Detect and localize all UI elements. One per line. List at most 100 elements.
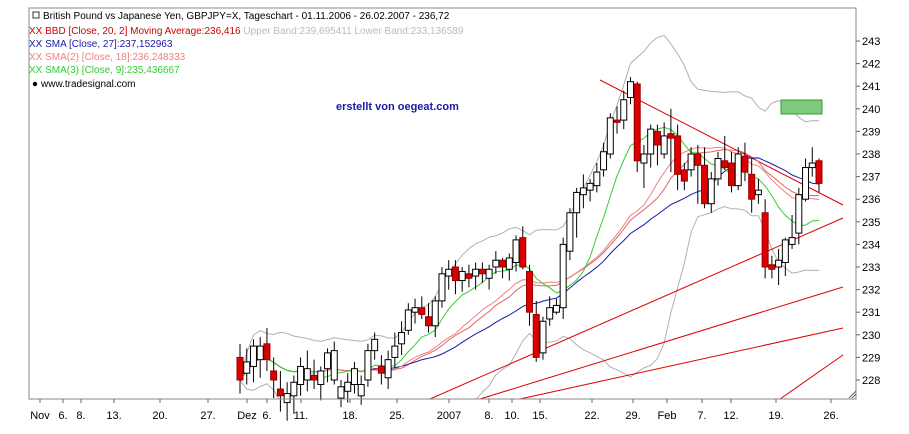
candle-down [674, 135, 682, 175]
candle-up [505, 257, 513, 270]
plot-frame [28, 7, 857, 400]
x-tick-label: Nov [30, 410, 50, 422]
x-tick-label: 12. [723, 410, 738, 422]
candle-up [566, 212, 574, 252]
resize-grip-icon[interactable] [848, 390, 857, 399]
y-tick-label: 239 [862, 126, 880, 138]
bullet-icon [32, 81, 38, 87]
y-tick-label: 231 [862, 307, 880, 319]
candle-up [411, 307, 419, 313]
candle-up [290, 381, 298, 397]
candle-down [526, 271, 533, 313]
x-tick-label: 10. [504, 410, 519, 422]
candle-up [364, 350, 372, 381]
x-tick-label: 18. [342, 410, 357, 422]
legend-sma18: XX SMA(2) [Close, 18]:236,248333 [29, 52, 186, 63]
candle-down [761, 212, 769, 268]
candle-up [660, 135, 668, 155]
trendline [479, 286, 844, 399]
candle-down [270, 370, 278, 381]
y-tick-label: 240 [862, 104, 880, 116]
candle-up [573, 191, 581, 214]
candle-up [788, 237, 796, 245]
candle-up [781, 239, 789, 263]
candle-down [418, 307, 426, 315]
candle-up [384, 359, 392, 379]
candle-up [317, 370, 325, 386]
candle-down [236, 356, 244, 381]
candle-up [606, 117, 614, 155]
candle-down [499, 259, 507, 268]
candle-down [425, 316, 433, 327]
candle-up [492, 259, 500, 268]
x-tick-label: 11. [294, 410, 308, 422]
x-axis: Nov 6. 8. 13. 20. 27. Dez 6. 11. 18. 25. 2007 8. 10. 1… [30, 399, 839, 422]
y-tick-label: 228 [862, 375, 880, 387]
x-tick-label: Dez [237, 410, 257, 422]
y-tick-label: 238 [862, 149, 880, 161]
candle-up [593, 171, 601, 187]
candle-up [283, 393, 291, 404]
candle-up [472, 268, 480, 277]
trendline [519, 327, 844, 399]
candle-up [458, 271, 466, 282]
candle-down [694, 153, 702, 166]
candle-up [707, 178, 715, 205]
candle-up [546, 307, 554, 320]
x-tick-label: 22. [584, 410, 599, 422]
candle-up [620, 99, 628, 121]
legend-checkbox-icon[interactable] [32, 11, 40, 19]
y-tick-label: 233 [862, 262, 880, 274]
x-tick-label: 27. [200, 410, 215, 422]
candle-down [310, 374, 318, 381]
candle-up [445, 268, 453, 277]
x-tick-label: 20. [152, 410, 167, 422]
legend-sma27: XX SMA [Close, 27]:237,152963 [29, 39, 173, 50]
lower-band-line [239, 206, 819, 399]
candle-up [808, 162, 816, 169]
y-tick-label: 243 [862, 36, 880, 48]
candle-up [579, 187, 587, 196]
candle-up [754, 189, 762, 196]
candle-down [748, 173, 756, 200]
legend-bbd: XX BBD [Close, 20, 2] Moving Average:236… [29, 26, 464, 37]
candle-up [559, 243, 567, 309]
candle-down [276, 388, 284, 397]
candle-down [815, 160, 823, 184]
candle-down [532, 313, 540, 358]
candle-down [465, 273, 473, 279]
candle-down [519, 237, 527, 268]
legend-sma9: XX SMA(3) [Close, 9]:235,436667 [29, 65, 180, 76]
candle-up [256, 345, 264, 361]
x-tick-label: 6. [58, 410, 67, 422]
candle-down [741, 155, 749, 173]
candle-up [687, 153, 695, 171]
y-axis: 228 229 230 231 232 233 234 235 236 237 238 239 240 2… [856, 36, 880, 387]
candle-down [667, 133, 675, 139]
y-tick-label: 236 [862, 194, 880, 206]
candle-down [768, 264, 776, 270]
y-tick-label: 229 [862, 352, 880, 364]
candle-up [337, 386, 345, 399]
x-tick-label: 15. [532, 410, 547, 422]
candle-up [297, 365, 305, 386]
candle-up [512, 239, 520, 263]
candle-up [647, 128, 655, 155]
candle-up [324, 352, 332, 370]
candle-up [303, 368, 311, 381]
candle-up [391, 345, 399, 358]
candle-up [404, 309, 412, 331]
candle-up [350, 368, 358, 386]
candles [236, 77, 823, 421]
candle-up [795, 194, 803, 234]
x-tick-label: 6. [262, 410, 271, 422]
candle-up [626, 81, 634, 98]
legend-title: British Pound vs Japanese Yen, GBPJPY=X,… [43, 11, 450, 22]
y-tick-label: 230 [862, 330, 880, 342]
candle-up [802, 167, 810, 200]
candle-up [249, 345, 257, 367]
candle-up [330, 350, 338, 381]
candle-down [701, 164, 709, 205]
